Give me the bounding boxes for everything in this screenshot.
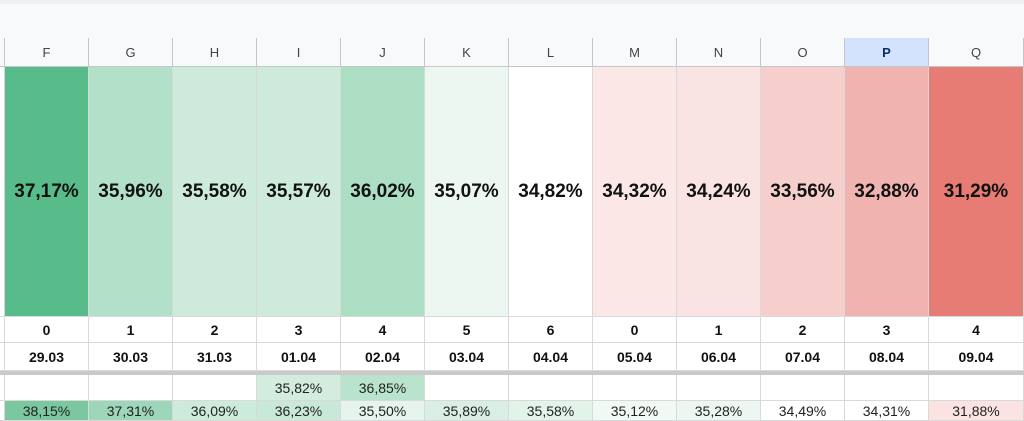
tertiary-percent-cell[interactable]: 35,50%: [341, 401, 425, 421]
cell-partial[interactable]: [0, 343, 5, 371]
percent-cell[interactable]: 35,58%: [173, 67, 257, 317]
column-header-j[interactable]: J: [341, 38, 425, 67]
secondary-percent-cell[interactable]: [929, 375, 1024, 401]
date-cell[interactable]: 07.04: [761, 343, 845, 371]
secondary-percent-cell[interactable]: [761, 375, 845, 401]
column-header-m[interactable]: M: [593, 38, 677, 67]
tertiary-percent-cell[interactable]: 35,12%: [593, 401, 677, 421]
weekday-index-cell[interactable]: 0: [5, 317, 89, 343]
date-cell[interactable]: 30.03: [89, 343, 173, 371]
weekday-index-cell[interactable]: 3: [257, 317, 341, 343]
percent-cell[interactable]: 31,29%: [929, 67, 1024, 317]
secondary-percent-cell[interactable]: [593, 375, 677, 401]
weekday-index-cell[interactable]: 2: [761, 317, 845, 343]
column-header-f[interactable]: F: [5, 38, 89, 67]
tertiary-percent-cell[interactable]: 38,15%: [5, 401, 89, 421]
weekday-index-cell[interactable]: 4: [929, 317, 1024, 343]
weekday-index-cell[interactable]: 0: [593, 317, 677, 343]
date-cell[interactable]: 03.04: [425, 343, 509, 371]
secondary-percent-cell[interactable]: 35,82%: [257, 375, 341, 401]
column-header-o[interactable]: O: [761, 38, 845, 67]
column-header-partial[interactable]: [0, 38, 5, 67]
tertiary-percent-cell[interactable]: 36,09%: [173, 401, 257, 421]
column-header-q[interactable]: Q: [929, 38, 1024, 67]
cell-partial[interactable]: [0, 67, 5, 317]
percent-cell[interactable]: 37,17%: [5, 67, 89, 317]
date-cell[interactable]: 02.04: [341, 343, 425, 371]
weekday-index-cell[interactable]: 1: [677, 317, 761, 343]
percent-cell[interactable]: 32,88%: [845, 67, 929, 317]
tertiary-percent-cell[interactable]: 31,88%: [929, 401, 1024, 421]
column-header-k[interactable]: K: [425, 38, 509, 67]
percent-cell[interactable]: 34,82%: [509, 67, 593, 317]
weekday-index-cell[interactable]: 3: [845, 317, 929, 343]
secondary-percent-cell[interactable]: [89, 375, 173, 401]
tertiary-percent-cell[interactable]: 35,28%: [677, 401, 761, 421]
percent-cell[interactable]: 35,96%: [89, 67, 173, 317]
cell-partial[interactable]: [0, 317, 5, 343]
cell-partial[interactable]: [0, 375, 5, 401]
tertiary-percent-cell[interactable]: 35,58%: [509, 401, 593, 421]
date-cell[interactable]: 05.04: [593, 343, 677, 371]
column-header-h[interactable]: H: [173, 38, 257, 67]
percent-cell[interactable]: 34,32%: [593, 67, 677, 317]
toolbar-edge: [0, 0, 1024, 4]
secondary-percent-cell[interactable]: 36,85%: [341, 375, 425, 401]
date-cell[interactable]: 29.03: [5, 343, 89, 371]
weekday-index-cell[interactable]: 4: [341, 317, 425, 343]
secondary-percent-cell[interactable]: [173, 375, 257, 401]
weekday-index-cell[interactable]: 5: [425, 317, 509, 343]
tertiary-percent-cell[interactable]: 34,49%: [761, 401, 845, 421]
date-cell[interactable]: 06.04: [677, 343, 761, 371]
column-header-g[interactable]: G: [89, 38, 173, 67]
weekday-index-cell[interactable]: 2: [173, 317, 257, 343]
tertiary-percent-cell[interactable]: 37,31%: [89, 401, 173, 421]
date-cell[interactable]: 01.04: [257, 343, 341, 371]
percent-cell[interactable]: 34,24%: [677, 67, 761, 317]
column-header-i[interactable]: I: [257, 38, 341, 67]
weekday-index-cell[interactable]: 1: [89, 317, 173, 343]
weekday-index-cell[interactable]: 6: [509, 317, 593, 343]
secondary-percent-cell[interactable]: [425, 375, 509, 401]
tertiary-percent-cell[interactable]: 35,89%: [425, 401, 509, 421]
toolbar-area: [0, 0, 1024, 39]
secondary-percent-cell[interactable]: [845, 375, 929, 401]
spreadsheet-grid: F 37,17% 0 29.03 38,15% G 35,96% 1 30.03 37,31% H 3…: [0, 38, 1024, 421]
percent-cell[interactable]: 35,07%: [425, 67, 509, 317]
secondary-percent-cell[interactable]: [509, 375, 593, 401]
column-header-p[interactable]: P: [845, 38, 929, 67]
column-header-n[interactable]: N: [677, 38, 761, 67]
frozen-rows-divider[interactable]: [0, 371, 1024, 375]
column-header-l[interactable]: L: [509, 38, 593, 67]
date-cell[interactable]: 04.04: [509, 343, 593, 371]
secondary-percent-cell[interactable]: [677, 375, 761, 401]
date-cell[interactable]: 08.04: [845, 343, 929, 371]
secondary-percent-cell[interactable]: [5, 375, 89, 401]
tertiary-percent-cell[interactable]: 36,23%: [257, 401, 341, 421]
tertiary-percent-cell[interactable]: 34,31%: [845, 401, 929, 421]
date-cell[interactable]: 09.04: [929, 343, 1024, 371]
percent-cell[interactable]: 35,57%: [257, 67, 341, 317]
date-cell[interactable]: 31.03: [173, 343, 257, 371]
percent-cell[interactable]: 33,56%: [761, 67, 845, 317]
percent-cell[interactable]: 36,02%: [341, 67, 425, 317]
